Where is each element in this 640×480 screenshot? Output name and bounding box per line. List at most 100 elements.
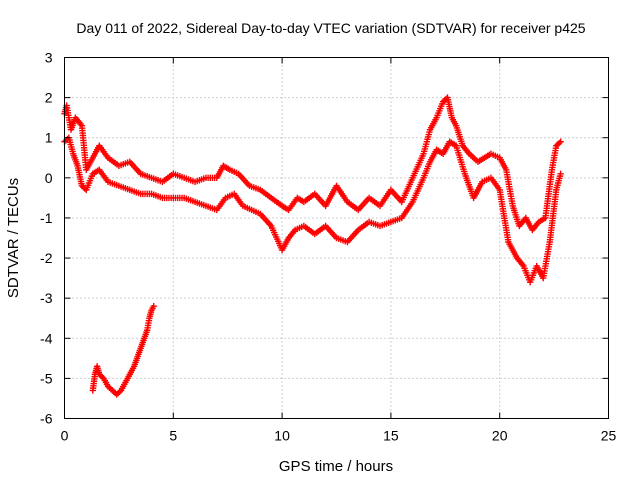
interpolated-markers bbox=[74, 164, 85, 187]
interpolated-markers bbox=[236, 172, 252, 188]
interpolated-markers bbox=[553, 172, 564, 191]
interpolated-markers bbox=[279, 236, 291, 252]
interpolated-markers bbox=[73, 116, 84, 128]
interpolated-markers bbox=[61, 104, 70, 115]
axis-ticks: 0 5 10 15 20 25 -6 -5 -4 -3 -2 -1 0 1 2 3 bbox=[40, 50, 616, 444]
interpolated-markers bbox=[434, 100, 446, 119]
series-1 bbox=[61, 134, 564, 286]
interpolated-markers bbox=[183, 195, 197, 205]
interpolated-markers bbox=[117, 183, 131, 193]
interpolated-markers bbox=[91, 167, 101, 177]
interpolated-markers bbox=[506, 240, 520, 260]
interpolated-markers bbox=[172, 171, 186, 181]
interpolated-markers bbox=[410, 152, 426, 179]
interpolated-markers bbox=[295, 195, 306, 205]
interpolated-markers bbox=[97, 372, 106, 381]
interpolated-markers bbox=[453, 144, 468, 175]
interpolated-markers bbox=[97, 168, 110, 184]
interpolated-markers bbox=[224, 191, 236, 201]
y-tick-label: -1 bbox=[40, 210, 53, 226]
interpolated-markers bbox=[140, 329, 150, 344]
y-tick-label: -2 bbox=[40, 250, 53, 266]
interpolated-markers bbox=[481, 175, 493, 185]
interpolated-markers bbox=[503, 169, 516, 207]
interpolated-markers bbox=[161, 171, 175, 184]
interpolated-markers bbox=[496, 189, 512, 243]
interpolated-markers bbox=[139, 171, 153, 181]
y-tick-label: 1 bbox=[45, 130, 53, 146]
interpolated-markers bbox=[537, 215, 547, 225]
interpolated-markers bbox=[399, 200, 415, 220]
interpolated-markers bbox=[106, 155, 121, 168]
interpolated-markers bbox=[286, 196, 300, 212]
interpolated-markers bbox=[280, 203, 291, 213]
interpolated-markers bbox=[302, 224, 317, 236]
interpolated-markers bbox=[286, 228, 298, 240]
interpolated-markers bbox=[313, 224, 328, 236]
interpolated-markers bbox=[144, 317, 153, 332]
interpolated-markers bbox=[427, 116, 439, 131]
interpolated-markers bbox=[228, 167, 240, 177]
grid bbox=[64, 57, 609, 419]
interpolated-markers bbox=[150, 175, 164, 185]
interpolated-markers bbox=[489, 176, 502, 192]
interpolated-markers bbox=[97, 144, 110, 159]
series-0 bbox=[61, 94, 564, 234]
chart-title: Day 011 of 2022, Sidereal Day-to-day VTE… bbox=[76, 20, 585, 36]
interpolated-markers bbox=[204, 203, 218, 213]
data-point bbox=[557, 170, 564, 178]
interpolated-markers bbox=[78, 124, 90, 171]
data-marks bbox=[61, 94, 564, 398]
interpolated-markers bbox=[62, 135, 71, 144]
interpolated-markers bbox=[549, 144, 560, 171]
interpolated-markers bbox=[410, 176, 426, 203]
interpolated-markers bbox=[345, 228, 360, 244]
x-tick-label: 20 bbox=[492, 428, 508, 444]
interpolated-markers bbox=[482, 151, 493, 160]
interpolated-markers bbox=[146, 309, 155, 320]
interpolated-markers bbox=[378, 219, 392, 229]
interpolated-markers bbox=[515, 256, 526, 268]
interpolated-markers bbox=[127, 365, 137, 376]
interpolated-markers bbox=[476, 155, 487, 164]
interpolated-markers bbox=[183, 175, 197, 185]
interpolated-markers bbox=[232, 192, 245, 208]
interpolated-markers bbox=[449, 116, 459, 127]
interpolated-markers bbox=[258, 188, 273, 200]
interpolated-markers bbox=[335, 235, 349, 245]
interpolated-markers bbox=[83, 172, 96, 191]
x-tick-label: 5 bbox=[169, 428, 177, 444]
interpolated-markers bbox=[66, 136, 76, 155]
interpolated-markers bbox=[241, 203, 253, 213]
interpolated-markers bbox=[70, 152, 81, 167]
interpolated-markers bbox=[399, 176, 415, 203]
interpolated-markers bbox=[444, 96, 455, 119]
interpolated-markers bbox=[441, 95, 450, 104]
interpolated-markers bbox=[389, 215, 403, 225]
plot-frame bbox=[64, 57, 609, 419]
interpolated-markers bbox=[489, 151, 501, 160]
interpolated-markers bbox=[540, 241, 553, 279]
interpolated-markers bbox=[215, 196, 228, 212]
interpolated-markers bbox=[334, 184, 350, 204]
interpolated-markers bbox=[248, 183, 262, 193]
interpolated-markers bbox=[460, 144, 472, 156]
interpolated-markers bbox=[110, 388, 119, 397]
interpolated-markers bbox=[150, 191, 164, 201]
interpolated-markers bbox=[441, 140, 452, 155]
interpolated-markers bbox=[269, 196, 284, 208]
interpolated-markers bbox=[356, 196, 371, 212]
interpolated-markers bbox=[546, 189, 560, 243]
interpolated-markers bbox=[194, 199, 207, 209]
interpolated-markers bbox=[427, 148, 439, 163]
interpolated-markers bbox=[250, 207, 262, 217]
interpolated-markers bbox=[453, 124, 466, 147]
interpolated-markers bbox=[471, 180, 485, 200]
interpolated-markers bbox=[128, 160, 143, 176]
data-point bbox=[150, 302, 157, 310]
x-axis-label: GPS time / hours bbox=[279, 458, 393, 475]
interpolated-markers bbox=[542, 169, 555, 219]
series-2 bbox=[89, 302, 157, 398]
interpolated-markers bbox=[214, 164, 226, 180]
